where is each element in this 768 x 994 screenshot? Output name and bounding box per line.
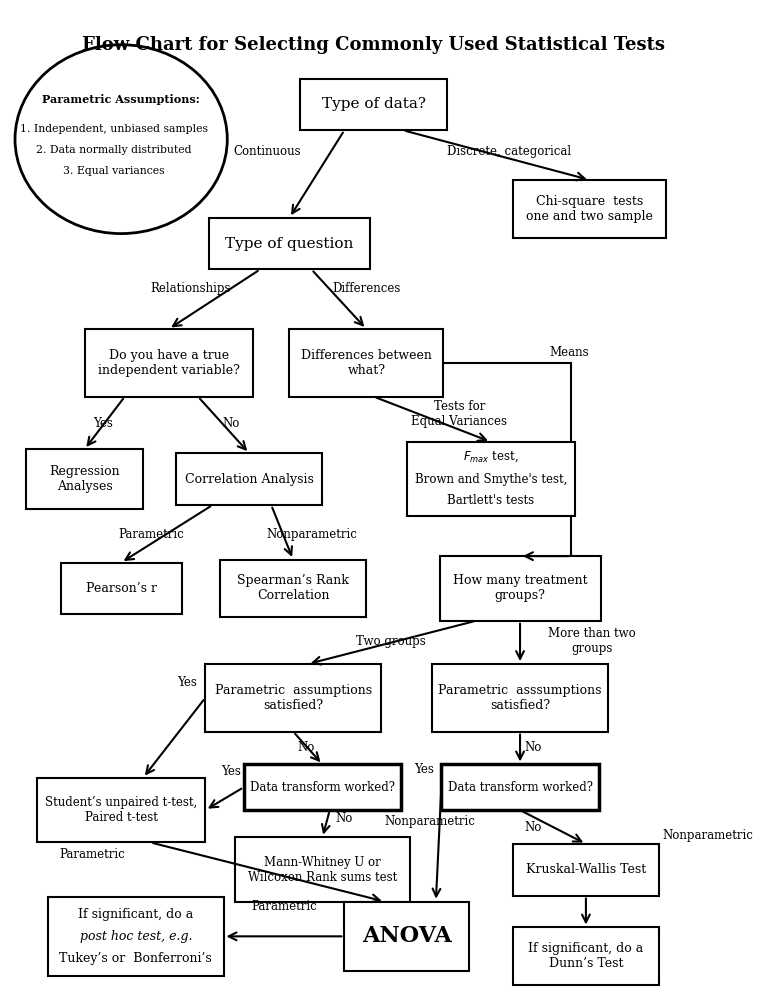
Text: Regression
Analyses: Regression Analyses (49, 465, 120, 493)
Text: If significant, do a: If significant, do a (78, 908, 194, 921)
FancyBboxPatch shape (205, 664, 381, 732)
FancyBboxPatch shape (48, 897, 223, 976)
Text: Student’s unpaired t-test,
Paired t-test: Student’s unpaired t-test, Paired t-test (45, 796, 197, 824)
Text: Two groups: Two groups (356, 634, 425, 648)
Text: Bartlett's tests: Bartlett's tests (447, 494, 535, 508)
FancyBboxPatch shape (290, 329, 443, 397)
Text: How many treatment
groups?: How many treatment groups? (452, 575, 588, 602)
Text: Parametric: Parametric (251, 900, 317, 913)
Text: Yes: Yes (414, 762, 434, 776)
FancyBboxPatch shape (176, 453, 323, 505)
Text: No: No (525, 820, 542, 834)
Text: Parametric: Parametric (59, 848, 124, 861)
FancyBboxPatch shape (243, 764, 401, 810)
Text: 3. Equal variances: 3. Equal variances (63, 166, 164, 176)
Text: Yes: Yes (93, 416, 113, 430)
Text: Relationships: Relationships (151, 281, 231, 295)
Text: No: No (298, 742, 315, 754)
Text: Pearson’s r: Pearson’s r (86, 581, 157, 595)
FancyBboxPatch shape (513, 180, 667, 238)
Text: Type of data?: Type of data? (322, 97, 425, 111)
FancyBboxPatch shape (432, 664, 608, 732)
Ellipse shape (15, 45, 227, 234)
FancyBboxPatch shape (26, 449, 143, 509)
Text: ANOVA: ANOVA (362, 925, 452, 947)
FancyBboxPatch shape (220, 560, 366, 617)
FancyBboxPatch shape (442, 764, 599, 810)
Text: Flow Chart for Selecting Commonly Used Statistical Tests: Flow Chart for Selecting Commonly Used S… (82, 36, 665, 54)
Text: Tests for
Equal Variances: Tests for Equal Variances (412, 401, 508, 428)
Text: Nonparametric: Nonparametric (663, 829, 753, 843)
Text: Brown and Smythe's test,: Brown and Smythe's test, (415, 472, 567, 486)
FancyBboxPatch shape (513, 844, 659, 896)
Text: Chi-square  tests
one and two sample: Chi-square tests one and two sample (526, 195, 653, 223)
FancyBboxPatch shape (344, 902, 468, 971)
Text: Data transform worked?: Data transform worked? (250, 780, 395, 794)
Text: $F_{max}$ test,: $F_{max}$ test, (463, 450, 518, 464)
Text: Parametric Assumptions:: Parametric Assumptions: (42, 93, 200, 105)
Text: If significant, do a
Dunn’s Test: If significant, do a Dunn’s Test (528, 942, 644, 970)
Text: Parametric: Parametric (118, 528, 184, 542)
Text: 1. Independent, unbiased samples: 1. Independent, unbiased samples (20, 124, 208, 134)
Text: Correlation Analysis: Correlation Analysis (185, 472, 313, 486)
Text: Nonparametric: Nonparametric (266, 528, 357, 542)
Text: post hoc test, e.g.: post hoc test, e.g. (80, 929, 192, 943)
Text: Do you have a true
independent variable?: Do you have a true independent variable? (98, 349, 240, 377)
FancyBboxPatch shape (84, 329, 253, 397)
Text: Continuous: Continuous (233, 144, 301, 158)
Text: Yes: Yes (221, 764, 241, 778)
Text: No: No (525, 742, 542, 754)
FancyBboxPatch shape (234, 837, 410, 903)
Text: Differences between
what?: Differences between what? (301, 349, 432, 377)
Text: Parametric  assumptions
satisfied?: Parametric assumptions satisfied? (214, 684, 372, 712)
Text: Parametric  asssumptions
satisfied?: Parametric asssumptions satisfied? (439, 684, 602, 712)
Text: Discrete, categorical: Discrete, categorical (447, 144, 571, 158)
Text: No: No (222, 416, 240, 430)
Text: Spearman’s Rank
Correlation: Spearman’s Rank Correlation (237, 575, 349, 602)
FancyBboxPatch shape (300, 79, 447, 130)
Text: 2. Data normally distributed: 2. Data normally distributed (36, 145, 191, 155)
Text: Nonparametric: Nonparametric (385, 815, 475, 828)
Text: No: No (336, 812, 353, 825)
Text: Tukey’s or  Bonferroni’s: Tukey’s or Bonferroni’s (59, 951, 212, 965)
Text: Yes: Yes (177, 676, 197, 690)
FancyBboxPatch shape (209, 218, 370, 269)
FancyBboxPatch shape (513, 927, 659, 985)
Text: Mann-Whitney U or
Wilcoxon Rank sums test: Mann-Whitney U or Wilcoxon Rank sums tes… (248, 856, 397, 884)
Text: Kruskal-Wallis Test: Kruskal-Wallis Test (526, 863, 646, 877)
Text: More than two
groups: More than two groups (548, 627, 636, 655)
Text: Type of question: Type of question (225, 237, 354, 250)
FancyBboxPatch shape (37, 777, 205, 843)
Text: Differences: Differences (332, 281, 401, 295)
Text: Data transform worked?: Data transform worked? (448, 780, 593, 794)
FancyBboxPatch shape (61, 563, 181, 614)
FancyBboxPatch shape (406, 441, 575, 517)
Text: Means: Means (549, 346, 589, 360)
FancyBboxPatch shape (439, 557, 601, 620)
